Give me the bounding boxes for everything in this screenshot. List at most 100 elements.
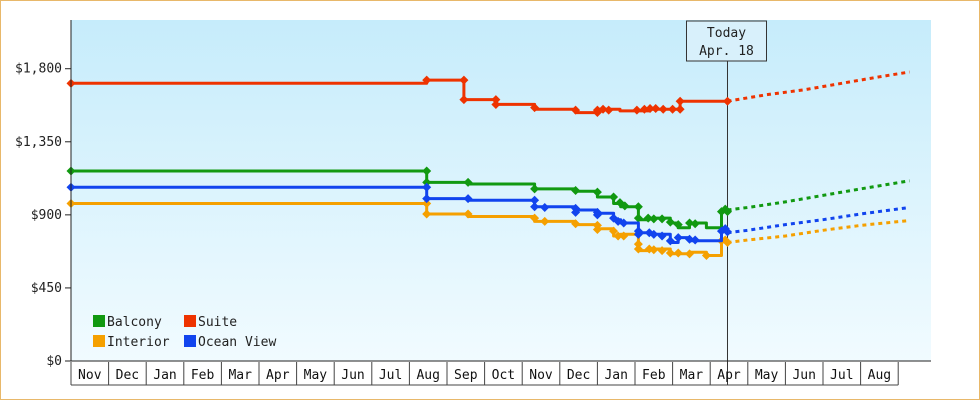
interior-point	[657, 246, 667, 256]
balcony-point	[690, 219, 700, 229]
suite-point	[459, 75, 469, 85]
x-tick-label: Dec	[567, 368, 590, 383]
today-marker: Today Apr. 18	[685, 20, 767, 385]
suite-point	[571, 105, 581, 115]
balcony-point	[592, 187, 602, 197]
legend-item-interior: Interior	[93, 335, 170, 350]
interior-point	[722, 237, 732, 247]
x-tick-label: Nov	[529, 368, 553, 383]
suite-point	[530, 103, 540, 113]
plot-area	[71, 20, 931, 361]
y-tick-label: $900	[31, 208, 62, 223]
x-tick-label: May	[304, 368, 328, 383]
x-tick-label: Jun	[341, 368, 364, 383]
interior-point	[649, 245, 659, 255]
x-tick-label: Mar	[228, 368, 252, 383]
interior-point	[540, 216, 550, 226]
balcony-point	[685, 218, 695, 228]
interior-point	[619, 231, 629, 241]
ocean-view-point	[571, 207, 581, 217]
ocean-view-point	[592, 210, 602, 220]
balcony-point	[657, 214, 667, 224]
balcony-point	[633, 202, 643, 212]
suite-point	[722, 96, 732, 106]
interior-forecast-line	[727, 219, 910, 244]
y-tick-label: $1,800	[15, 62, 62, 77]
interior-point	[685, 249, 695, 259]
x-tick-label: Mar	[680, 368, 704, 383]
suite-point	[632, 105, 642, 115]
balcony-point	[571, 186, 581, 195]
x-tick-label: Feb	[191, 368, 215, 383]
y-tick-label: $0	[46, 354, 62, 369]
legend-swatch	[184, 315, 196, 327]
interior-point	[422, 209, 432, 219]
interior-point	[571, 219, 581, 229]
ocean-view-forecast-line	[727, 206, 910, 235]
x-tick-label: Nov	[78, 368, 102, 383]
ocean-view-point	[673, 233, 683, 243]
balcony-point	[620, 201, 630, 211]
ocean-view-point	[685, 234, 695, 244]
today-box	[685, 20, 767, 62]
suite-point	[645, 103, 655, 113]
suite-point	[639, 104, 649, 114]
x-tick-label: Jan	[604, 368, 627, 383]
x-tick-label: Dec	[116, 368, 139, 383]
legend-swatch	[93, 335, 105, 347]
x-tick-label: Oct	[492, 368, 515, 383]
suite-point	[675, 104, 685, 114]
series-suite	[66, 70, 910, 118]
balcony-point	[422, 177, 432, 187]
today-date-label: Apr. 18	[699, 44, 754, 59]
suite-point	[598, 104, 608, 114]
series-ocean-view	[66, 182, 910, 246]
ocean-view-point	[619, 218, 629, 228]
suite-point	[675, 96, 685, 106]
ocean-view-point	[530, 202, 540, 212]
suite-point	[604, 105, 614, 115]
legend-label: Suite	[198, 315, 237, 330]
today-label: Today	[707, 26, 746, 41]
suite-forecast-line	[727, 70, 910, 103]
legend-item-suite: Suite	[184, 315, 237, 330]
ocean-view-point	[540, 203, 550, 213]
suite-point	[459, 95, 469, 105]
interior-point	[665, 248, 675, 258]
x-tick-label: May	[755, 368, 779, 383]
legend-item-ocean-view: Ocean View	[184, 335, 276, 350]
balcony-point	[530, 184, 540, 194]
balcony-point	[665, 217, 675, 227]
interior-point	[609, 226, 619, 236]
legend-label: Balcony	[107, 315, 162, 330]
ocean-view-point	[649, 229, 659, 239]
ocean-view-point	[422, 194, 432, 204]
interior-point	[613, 231, 623, 241]
balcony-forecast-line	[727, 179, 910, 212]
y-tick-label: $1,350	[15, 135, 62, 150]
suite-point	[491, 99, 501, 109]
x-tick-label: Jul	[830, 368, 853, 383]
ocean-view-point	[633, 229, 643, 239]
balcony-point	[633, 213, 643, 223]
legend-swatch	[184, 335, 196, 347]
series-balcony	[66, 166, 910, 230]
axes: $0 $450 $900 $1,350 $1,800 Nov Dec Jan Feb Mar Apr…	[15, 20, 931, 386]
balcony-point	[643, 213, 653, 223]
ocean-view-point	[722, 227, 732, 237]
interior-point	[463, 209, 473, 219]
ocean-view-point	[463, 194, 473, 204]
ocean-view-point	[690, 235, 700, 245]
legend-item-balcony: Balcony	[93, 315, 162, 330]
x-tick-label: Apr	[717, 368, 741, 383]
x-tick-label: Apr	[266, 368, 290, 383]
suite-point	[658, 104, 668, 114]
y-tick-label: $450	[31, 281, 62, 296]
ocean-view-point	[657, 231, 667, 241]
interior-point	[633, 239, 643, 249]
suite-point	[491, 95, 501, 105]
balcony-point	[673, 220, 683, 230]
legend-label: Interior	[107, 335, 170, 350]
ocean-view-point	[530, 195, 540, 205]
